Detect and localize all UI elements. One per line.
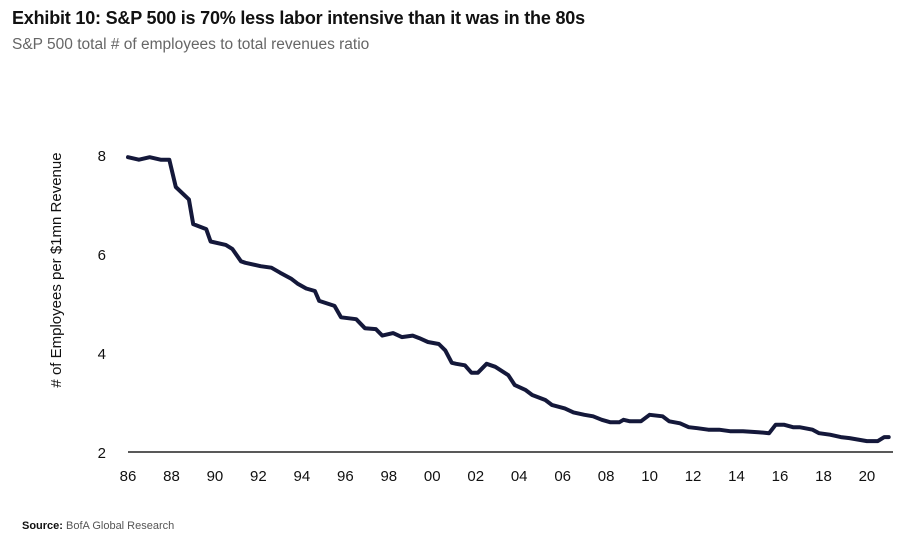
source-text: BofA Global Research (66, 520, 175, 532)
x-tick-label: 98 (380, 468, 397, 485)
x-tick-label: 12 (685, 468, 702, 485)
x-tick-label: 10 (641, 468, 658, 485)
source-label: Source: (22, 520, 63, 532)
x-tick-label: 90 (207, 468, 224, 485)
x-tick-label: 92 (250, 468, 267, 485)
x-tick-label: 94 (294, 468, 311, 485)
x-tick-label: 02 (467, 468, 484, 485)
x-tick-label: 96 (337, 468, 354, 485)
y-tick-label: 4 (98, 346, 106, 363)
x-tick-label: 20 (859, 468, 876, 485)
series-group (126, 155, 891, 444)
x-tick-label: 86 (120, 468, 137, 485)
y-tick-label: 2 (98, 445, 106, 462)
axes: 2 4 6 8 86 88 90 92 94 96 98 00 02 04 06 08 10 12 14 16 18 20 (98, 148, 893, 485)
x-tick-label: 06 (554, 468, 571, 485)
x-tick-label: 88 (163, 468, 180, 485)
chart-subtitle: S&P 500 total # of employees to total re… (12, 36, 370, 53)
y-axis-label: # of Employees per $1mn Revenue (48, 152, 65, 387)
x-tick-label: 04 (511, 468, 528, 485)
x-tick-label: 16 (772, 468, 789, 485)
y-tick-label: 6 (98, 247, 106, 264)
x-tick-label: 08 (598, 468, 615, 485)
x-tick-label: 00 (424, 468, 441, 485)
x-tick-label: 14 (728, 468, 745, 485)
x-tick-label: 18 (815, 468, 832, 485)
chart-title: Exhibit 10: S&P 500 is 70% less labor in… (12, 8, 585, 28)
y-tick-label: 8 (98, 148, 106, 165)
source-note: Source: BofA Global Research (22, 520, 174, 532)
series-line (126, 155, 891, 444)
